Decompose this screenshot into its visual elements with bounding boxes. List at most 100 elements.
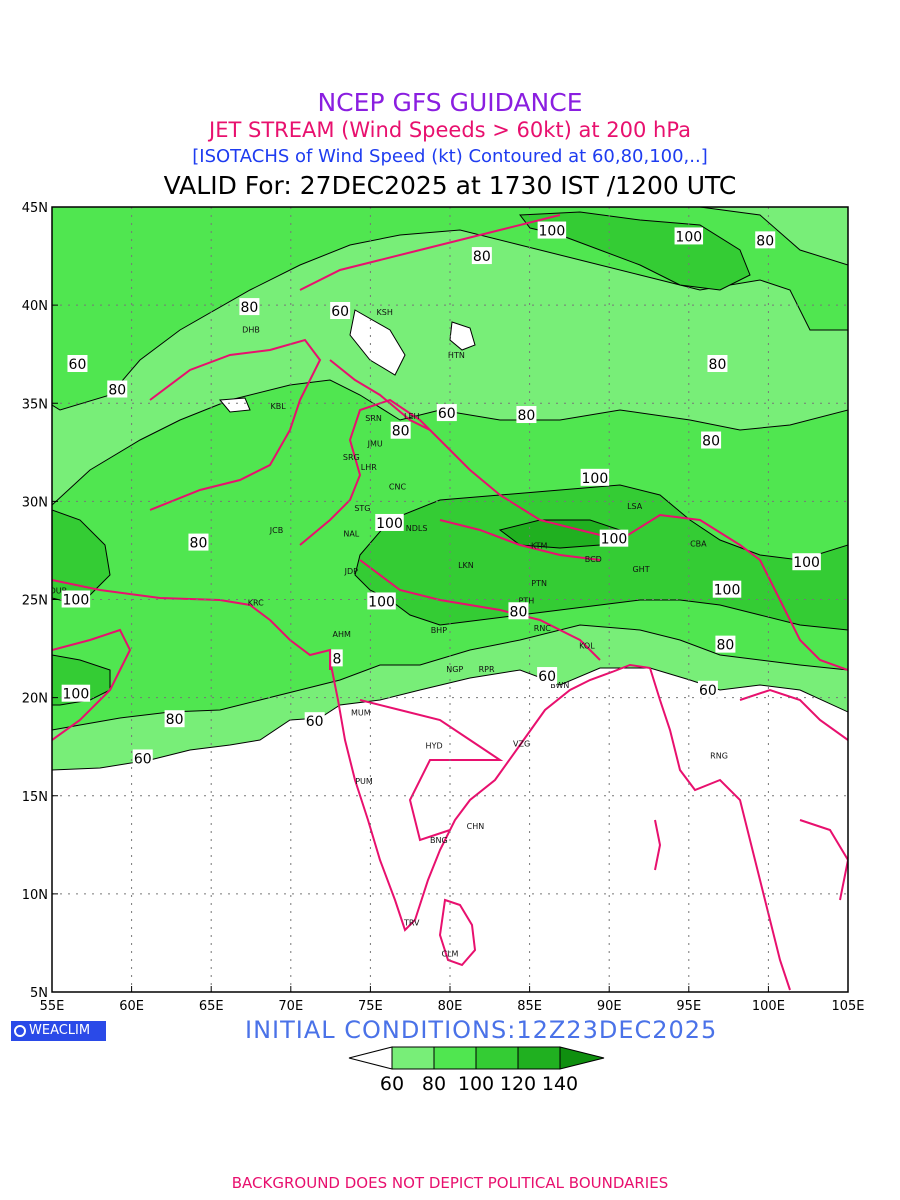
pak-afg-border <box>149 338 322 511</box>
station-ght: GHT <box>632 565 649 574</box>
station-trv: TRV <box>403 918 420 927</box>
logo-text: WEACLIM <box>29 1023 91 1038</box>
contour-label-text: 80 <box>717 638 735 654</box>
lon-label: 80E <box>438 999 463 1014</box>
contour-label: 100 <box>580 468 610 487</box>
contour-label: 80 <box>107 380 128 399</box>
contour-label-box <box>792 553 821 571</box>
station-clm: CLM <box>442 950 459 959</box>
contour-label-text: 100 <box>675 229 702 245</box>
contour-label-box <box>67 355 88 372</box>
station-srn: SRN <box>365 414 382 423</box>
contour-label-box <box>508 602 529 620</box>
contour-label-box <box>436 404 457 422</box>
contour-label: 60 <box>67 355 88 373</box>
lat-label: 15N <box>22 790 48 805</box>
lat-label: 5N <box>30 986 48 1001</box>
contour-label-text: 60 <box>306 714 324 730</box>
central-states <box>359 559 601 661</box>
legend-swatch-below-60 <box>348 1046 393 1070</box>
contour-label: 100 <box>61 684 91 703</box>
contour-label: 80 <box>755 231 776 249</box>
contour-label-text: 80 <box>108 383 126 399</box>
title-line-1: NCEP GFS GUIDANCE <box>317 88 583 117</box>
station-vzg: VZG <box>513 740 530 749</box>
lon-label: 65E <box>199 999 224 1014</box>
station-srg: SRG <box>343 453 360 462</box>
contour-label-text: 60 <box>69 357 87 373</box>
legend-label-140: 140 <box>542 1073 578 1095</box>
station-stg: STG <box>354 504 370 513</box>
lat-label: 40N <box>22 299 48 314</box>
contour-label-box <box>330 302 351 320</box>
contour-label: 80 <box>516 406 537 424</box>
station-ptn: PTN <box>531 579 547 588</box>
colorbar-legend: 60 80 100 120 140 <box>348 1046 605 1095</box>
lon-label: 95E <box>676 999 701 1014</box>
legend-swatch-120 <box>517 1046 561 1070</box>
contour-label: 60 <box>330 302 351 320</box>
legend-swatch-80 <box>433 1046 477 1070</box>
contour-label: 80 <box>164 710 185 728</box>
contour-label-box <box>707 355 728 372</box>
contour-label-text: 100 <box>539 224 566 240</box>
station-nal: NAL <box>343 530 359 539</box>
contour-label: 100 <box>674 227 704 245</box>
station-lhr: LHR <box>361 463 377 472</box>
lon-label: 70E <box>278 999 303 1014</box>
boundaries <box>52 214 848 991</box>
contour-label-box <box>375 513 404 531</box>
station-pth: PTH <box>519 596 535 605</box>
station-kol: KOL <box>579 642 595 651</box>
myanmar-coast <box>649 667 791 991</box>
contour-label-box <box>755 231 776 249</box>
contour-label-box <box>674 227 704 245</box>
contour-label-box <box>580 468 610 486</box>
india-coast <box>329 659 651 932</box>
china-border <box>299 214 561 291</box>
contour-label-text: 80 <box>473 249 491 265</box>
contour-label-box <box>331 649 343 667</box>
deccan-states <box>359 699 504 842</box>
contour-label: 80 <box>508 602 529 620</box>
legend-swatch-140 <box>559 1046 605 1070</box>
contour-label-box <box>390 421 411 439</box>
contour-label-text: 100 <box>63 593 90 609</box>
legend-label-120: 120 <box>500 1073 536 1095</box>
contour-label: 100 <box>792 553 821 571</box>
legend-label-100: 100 <box>458 1073 494 1095</box>
contour-label-text: 60 <box>331 304 349 320</box>
contour-label: 80 <box>715 635 736 654</box>
lat-label: 25N <box>22 594 48 609</box>
andaman <box>654 819 662 871</box>
contour-label-text: 100 <box>63 687 90 703</box>
contour-label: 60 <box>132 749 153 767</box>
contour-labels: 100 100 80 80 80 60 60 80 80 60 80 80 80 100 100 100 80 1… <box>61 221 821 767</box>
india-north-border <box>299 398 761 561</box>
contour-label-box <box>697 680 718 698</box>
station-rpr: RPR <box>479 665 495 674</box>
valid-time-title: VALID For: 27DEC2025 at 1730 IST /1200 U… <box>163 171 737 200</box>
contour-label-text: 8 <box>333 651 342 667</box>
contour-label-text: 80 <box>518 408 536 424</box>
lat-label: 20N <box>22 692 48 707</box>
station-cnc: CNC <box>389 483 407 492</box>
station-bhp: BHP <box>431 626 448 635</box>
kashmir-border <box>329 359 431 431</box>
contour-label-text: 100 <box>793 555 820 571</box>
contour-label-text: 60 <box>699 683 717 699</box>
contour-label: 60 <box>537 667 558 685</box>
arabia-coast <box>52 628 132 741</box>
contour-label-box <box>61 684 91 702</box>
contour-label-text: 100 <box>582 471 609 487</box>
contour-label: 80 <box>471 247 492 265</box>
gulf-thai <box>799 819 848 901</box>
lat-label: 35N <box>22 397 48 412</box>
station-jmu: JMU <box>367 439 383 448</box>
initial-conditions: INITIAL CONDITIONS:12Z23DEC2025 <box>245 1016 718 1044</box>
station-chn: CHN <box>467 822 485 831</box>
contour-label: 80 <box>701 431 722 450</box>
station-kbl: KBL <box>270 402 286 411</box>
contour-label: 60 <box>697 680 718 699</box>
station-bng: BNG <box>430 836 448 845</box>
